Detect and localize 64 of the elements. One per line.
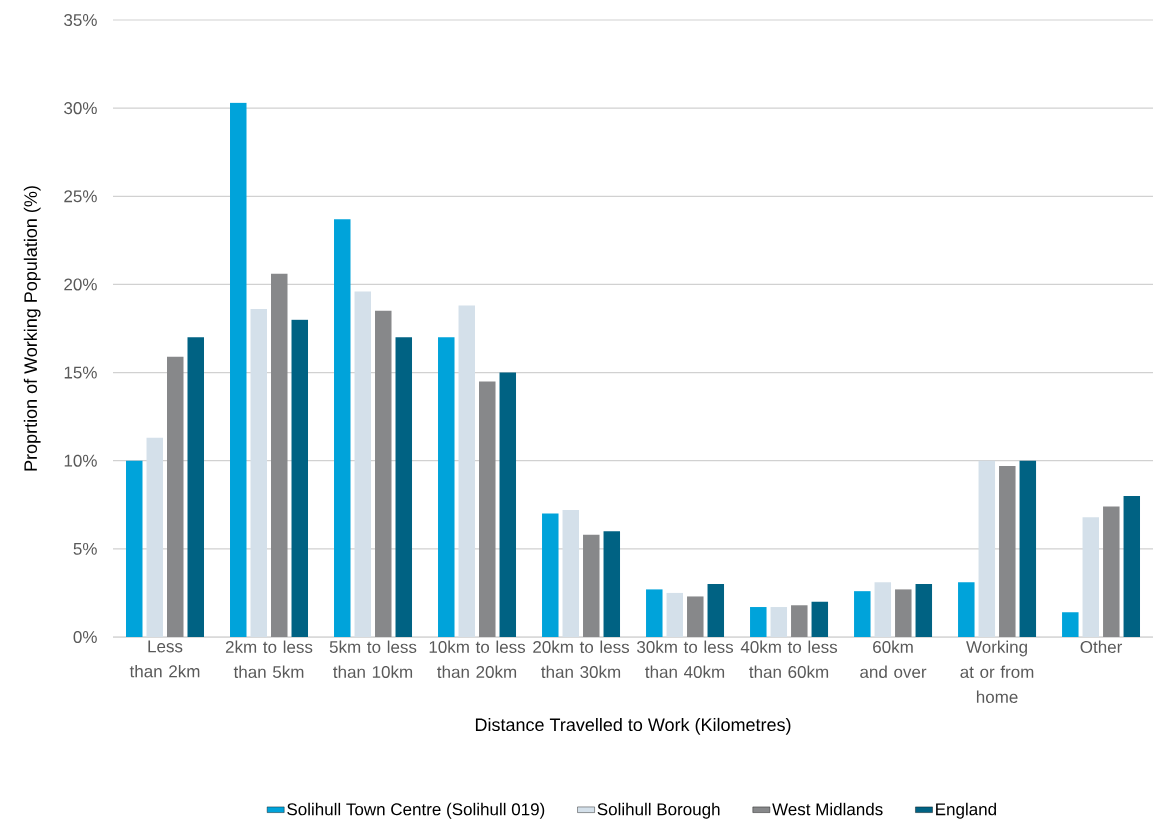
bar: [250, 309, 268, 637]
y-tick-label: 10%: [64, 454, 97, 467]
bar: [395, 337, 413, 637]
bar: [1019, 460, 1037, 637]
bar: [334, 219, 351, 637]
y-axis-title: Proprtion of Working Population (%): [23, 186, 41, 471]
bar: [583, 534, 600, 637]
bar: [1103, 506, 1120, 637]
bar: [999, 466, 1016, 637]
bar: [1082, 517, 1100, 637]
legend-label: Solihull Town Centre (Solihull 019): [287, 802, 545, 819]
legend-label: West Midlands: [772, 802, 883, 816]
y-tick-label: 25%: [64, 190, 97, 203]
bar: [1062, 612, 1079, 637]
bar: [791, 605, 808, 637]
bar: [707, 584, 725, 637]
bar: [687, 596, 704, 637]
bar: [291, 319, 309, 637]
bar: [646, 589, 663, 637]
x-tick-label: 20km to less than 30km: [533, 640, 630, 679]
bar: [1123, 495, 1141, 637]
legend-label: Solihull Borough: [597, 802, 720, 819]
bar: [458, 305, 476, 637]
bar: [666, 592, 684, 637]
y-tick-label: 15%: [64, 366, 97, 379]
bar: [978, 460, 996, 637]
bar: [915, 584, 933, 637]
y-tick-label: 30%: [64, 102, 97, 115]
bar: [562, 510, 580, 637]
bar: [811, 601, 829, 637]
y-tick-label: 5%: [73, 542, 97, 555]
bar: [230, 102, 247, 637]
x-tick-label: 30km to less than 40km: [637, 640, 734, 679]
bar: [146, 437, 164, 637]
bar: [479, 381, 496, 637]
x-tick-label: Less than 2km: [129, 640, 200, 678]
bar: [958, 582, 975, 637]
bar: [874, 582, 892, 637]
x-tick-label: 2km to less than 5km: [225, 640, 313, 679]
bar: [438, 337, 455, 637]
bar: [770, 607, 788, 637]
x-tick-label: Other: [1080, 640, 1123, 654]
x-tick-label: 10km to less than 20km: [429, 640, 526, 679]
bar: [750, 607, 767, 637]
bar: [542, 513, 559, 637]
bar: [126, 460, 143, 637]
x-tick-label: Working at or from home: [960, 640, 1034, 704]
bar: [167, 356, 184, 637]
bar: [354, 291, 372, 637]
bar: [854, 591, 871, 637]
bar: [187, 337, 205, 637]
bar: [603, 531, 621, 637]
bar: [895, 589, 912, 637]
x-tick-label: 60km and over: [860, 640, 927, 679]
bar: [499, 372, 517, 637]
y-tick-label: 0%: [73, 630, 97, 644]
legend-label: England: [936, 802, 996, 819]
bar: [375, 310, 392, 637]
x-tick-label: 40km to less than 60km: [740, 640, 838, 679]
x-tick-label: 5km to less than 10km: [329, 640, 417, 679]
bar: [271, 273, 288, 637]
y-tick-label: 35%: [64, 13, 97, 27]
y-tick-label: 20%: [64, 278, 97, 291]
x-axis-title: Distance Travelled to Work (Kilometres): [475, 717, 791, 735]
